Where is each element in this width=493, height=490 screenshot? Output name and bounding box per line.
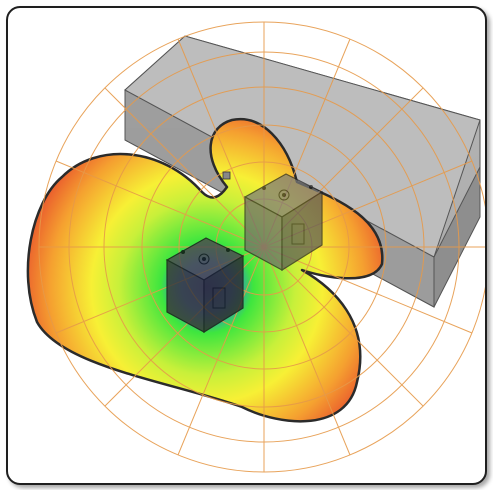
- speaker-cube-back: [243, 173, 324, 272]
- diagram-frame: [6, 6, 487, 485]
- speaker-cube-front: [165, 237, 245, 334]
- marker-square: [222, 171, 231, 180]
- radiation-pattern-diagram: [26, 21, 485, 473]
